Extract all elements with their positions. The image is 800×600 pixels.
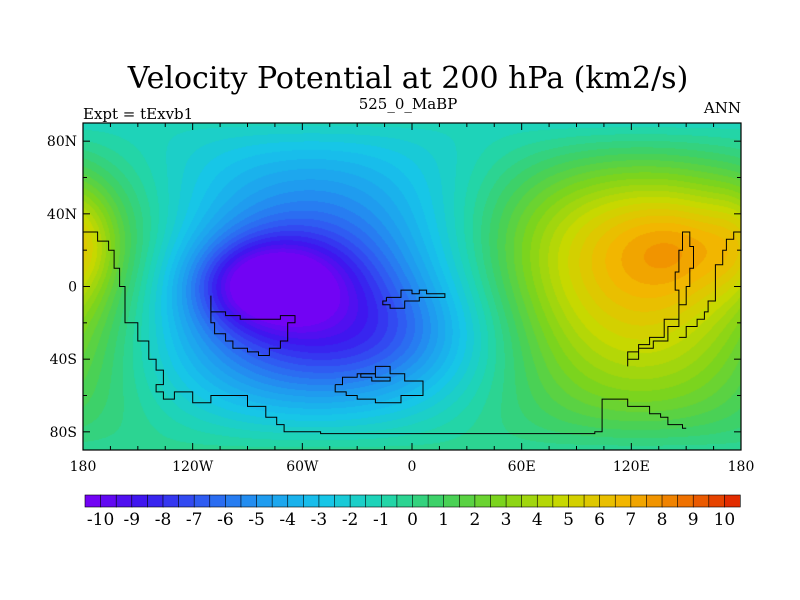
colorbar-bin [443,494,460,508]
colorbar-bin [490,494,507,508]
y-tick-label: 40N [47,207,77,223]
colorbar-label: -4 [279,510,296,530]
period-label: 525_0_MaBP [359,95,458,113]
coastline-segment-3 [334,365,424,404]
colorbar-bin [568,494,585,508]
season-label: ANN [703,99,741,117]
colorbar-bin [412,494,429,508]
coastline-segment-0 [83,231,687,435]
colorbar-bin [162,494,180,508]
colorbar-label: -2 [342,510,359,530]
y-tick-label: 80N [47,134,77,150]
colorbar-bin [178,494,195,508]
colorbar-bin [614,494,632,508]
colorbar-bin [225,494,242,508]
colorbar-label: 10 [714,510,736,530]
y-tick-label: 80S [50,425,77,441]
colorbar-bin [646,494,663,508]
x-tick-label: 0 [408,459,417,475]
colorbar-bin [256,494,273,508]
x-tick-label: 120W [172,459,214,475]
colorbar-bin [318,494,336,508]
colorbar-label: -7 [186,510,203,530]
colorbar-bin [630,494,648,508]
colorbar-bin [84,494,102,508]
experiment-label: Expt = tExvb1 [83,105,193,123]
coastline-segment-6 [678,231,741,338]
colorbar: -10 -9 -8 -7 -6 -5 -4 -3 -2 -1 0 1 2 3 4 5 6 7 8 9 10 [84,494,741,530]
colorbar-bin [271,494,289,508]
colorbar-bin [661,494,679,508]
colorbar-bin [552,494,570,508]
colorbar-label: -10 [87,510,114,530]
colorbar-bin [100,494,117,508]
colorbar-bin [427,494,445,508]
colorbar-bin [396,494,414,508]
colorbar-label: 3 [501,510,512,530]
colorbar-bin [692,494,710,508]
colorbar-label: -9 [124,510,141,530]
colorbar-bin [193,494,211,508]
colorbar-label: 6 [594,510,605,530]
colorbar-bin [724,494,741,508]
colorbar-bin [381,494,398,508]
colorbar-bin [115,494,133,508]
colorbar-label: 9 [688,510,699,530]
colorbar-bin [458,494,476,508]
coastline-segment-5 [627,231,694,367]
colorbar-label: 1 [438,510,449,530]
contour-field [83,123,741,450]
x-tick-label: 120E [613,459,650,475]
colorbar-label: 7 [625,510,636,530]
colorbar-bin [334,494,351,508]
axis-ticks: 180 120W 60W 0 60E 120E 180 80N 40N 0 40S 80S [47,123,754,475]
map-panel: 180 120W 60W 0 60E 120E 180 80N 40N 0 40S 80S [47,122,754,475]
colorbar-bin [240,494,258,508]
x-tick-label: 180 [70,459,97,475]
colorbar-bin [583,494,601,508]
colorbar-label: -6 [217,510,234,530]
colorbar-bin [303,494,320,508]
chart-title: Velocity Potential at 200 hPa (km2/s) [127,61,689,96]
colorbar-bin [131,494,148,508]
colorbar-bin [287,494,304,508]
colorbar-label: 2 [469,510,480,530]
colorbar-bin [365,494,382,508]
coastline-segment-2 [382,289,446,309]
x-tick-label: 60W [286,459,319,475]
colorbar-label: 4 [532,510,543,530]
x-tick-label: 60E [508,459,536,475]
colorbar-label: 8 [657,510,668,530]
colorbar-label: -8 [155,510,172,530]
colorbar-bin [147,494,164,508]
colorbar-bin [209,494,226,508]
colorbar-bin [536,494,554,508]
colorbar-bin [677,494,694,508]
colorbar-label: -5 [248,510,265,530]
colorbar-label: -3 [311,510,328,530]
colorbar-bin [599,494,616,508]
y-tick-label: 0 [68,280,77,296]
colorbar-bin [505,494,523,508]
x-tick-label: 180 [728,459,755,475]
colorbar-label: -1 [373,510,390,530]
colorbar-bin [474,494,492,508]
coastline-segment-4 [360,373,391,382]
colorbar-bin [521,494,538,508]
colorbar-bin [349,494,367,508]
y-tick-label: 40S [50,352,77,368]
coastlines [83,231,741,435]
colorbar-label: 5 [563,510,574,530]
coastline-segment-1 [210,295,296,356]
colorbar-label: 0 [407,510,418,530]
colorbar-bin [708,494,726,508]
